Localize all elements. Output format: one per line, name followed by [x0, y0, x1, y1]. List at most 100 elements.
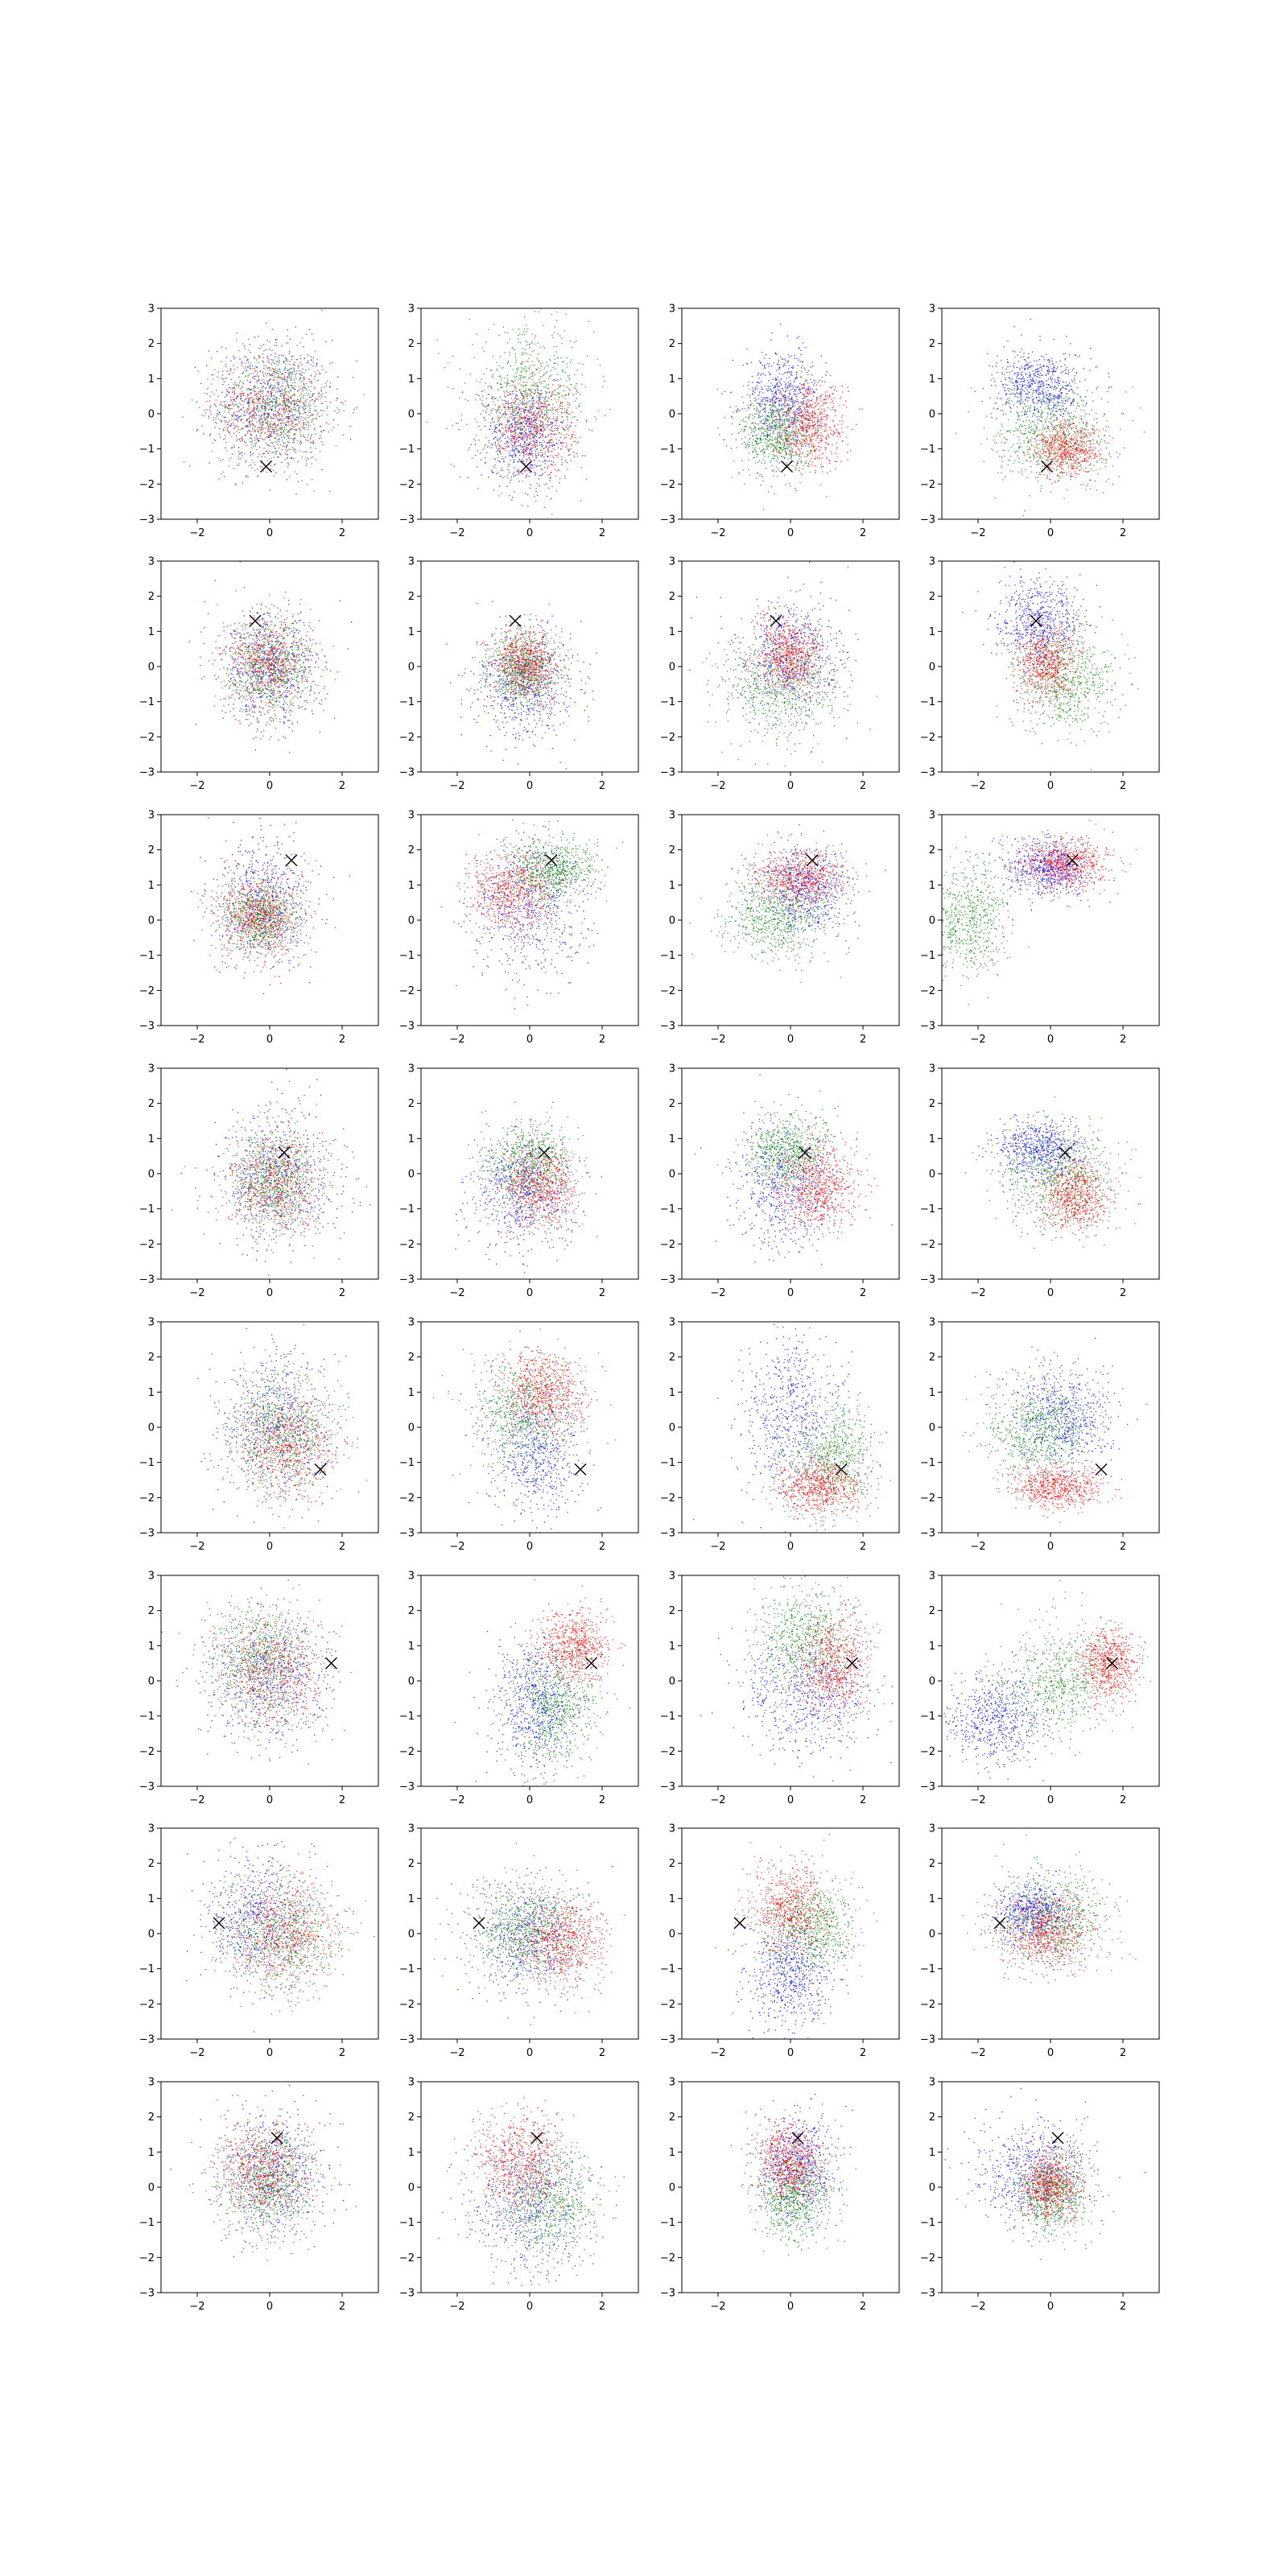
- scatter-point: [469, 319, 470, 320]
- scatter-point: [556, 490, 557, 491]
- points-layer: [717, 324, 863, 510]
- scatter-point: [275, 407, 276, 408]
- scatter-point: [497, 454, 498, 455]
- scatter-point: [737, 408, 738, 409]
- scatter-point: [254, 431, 255, 432]
- scatter-point: [807, 451, 808, 452]
- scatter-point: [322, 402, 323, 403]
- scatter-point: [831, 387, 832, 388]
- scatter-point: [218, 458, 219, 459]
- scatter-point: [772, 391, 773, 392]
- scatter-point: [796, 422, 797, 423]
- scatter-point: [511, 405, 512, 406]
- scatter-point: [765, 410, 766, 411]
- scatter-point: [561, 343, 562, 344]
- scatter-point: [270, 421, 271, 422]
- scatter-point: [560, 403, 561, 404]
- scatter-point: [271, 409, 272, 410]
- scatter-point: [500, 437, 501, 438]
- scatter-point: [281, 425, 282, 426]
- scatter-point: [568, 393, 569, 394]
- scatter-point: [262, 425, 263, 426]
- scatter-point: [522, 390, 523, 391]
- scatter-point: [277, 435, 278, 436]
- scatter-point: [259, 419, 260, 420]
- scatter-point: [337, 424, 338, 425]
- scatter-point: [250, 393, 251, 394]
- scatter-point: [821, 356, 822, 357]
- scatter-point: [790, 371, 791, 372]
- scatter-point: [498, 495, 499, 496]
- scatter-point: [800, 460, 801, 461]
- scatter-point: [307, 363, 308, 364]
- scatter-point: [542, 455, 543, 456]
- scatter-point: [279, 391, 280, 392]
- scatter-point: [573, 431, 574, 432]
- scatter-point: [296, 373, 297, 374]
- scatter-point: [278, 377, 279, 378]
- scatter-point: [522, 353, 523, 354]
- scatter-point: [779, 380, 780, 381]
- scatter-point: [289, 411, 290, 412]
- scatter-point: [790, 383, 791, 384]
- scatter-point: [514, 380, 515, 381]
- scatter-point: [258, 348, 259, 349]
- scatter-point: [536, 429, 537, 430]
- scatter-point: [231, 415, 232, 416]
- scatter-point: [522, 368, 523, 369]
- scatter-point: [282, 429, 283, 430]
- scatter-point: [488, 405, 489, 406]
- scatter-point: [521, 364, 522, 365]
- scatter-point: [240, 441, 241, 442]
- scatter-point: [530, 441, 531, 442]
- scatter-point: [537, 465, 538, 466]
- scatter-point: [300, 398, 301, 399]
- scatter-point: [221, 347, 222, 348]
- scatter-point: [508, 446, 509, 447]
- scatter-point: [551, 314, 552, 315]
- scatter-point: [757, 375, 758, 376]
- scatter-point: [759, 393, 760, 394]
- scatter-point: [501, 470, 502, 471]
- scatter-point: [768, 372, 769, 373]
- scatter-point: [542, 474, 543, 475]
- scatter-point: [266, 399, 267, 400]
- scatter-point: [552, 384, 553, 385]
- scatter-point: [754, 449, 755, 450]
- scatter-point: [271, 396, 272, 397]
- scatter-point: [287, 370, 288, 371]
- scatter-point: [548, 365, 549, 366]
- scatter-point: [761, 386, 762, 387]
- x-tick-label: 2: [599, 527, 605, 539]
- scatter-point: [792, 387, 793, 388]
- scatter-point: [215, 440, 216, 441]
- scatter-point: [314, 393, 315, 394]
- scatter-point: [254, 437, 255, 438]
- scatter-point: [284, 414, 285, 415]
- scatter-point: [749, 414, 750, 415]
- scatter-point: [794, 355, 795, 356]
- x-tick-label: 2: [339, 527, 345, 539]
- scatter-point: [783, 456, 784, 457]
- scatter-point: [290, 438, 291, 439]
- scatter-point: [313, 362, 314, 363]
- scatter-point: [298, 365, 299, 366]
- scatter-point: [799, 390, 800, 391]
- scatter-point: [248, 430, 249, 431]
- scatter-point: [273, 399, 274, 400]
- scatter-point: [288, 410, 289, 411]
- scatter-point: [286, 449, 287, 450]
- scatter-point: [535, 422, 536, 423]
- scatter-point: [567, 419, 568, 420]
- scatter-point: [548, 388, 549, 389]
- scatter-point: [514, 411, 515, 412]
- scatter-point: [790, 435, 791, 436]
- scatter-point: [285, 372, 286, 373]
- scatter-point: [498, 376, 499, 377]
- scatter-point: [557, 418, 558, 419]
- scatter-point: [805, 347, 806, 348]
- scatter-point: [269, 451, 270, 452]
- scatter-point: [276, 402, 277, 403]
- scatter-point: [521, 418, 522, 419]
- scatter-point: [816, 399, 817, 400]
